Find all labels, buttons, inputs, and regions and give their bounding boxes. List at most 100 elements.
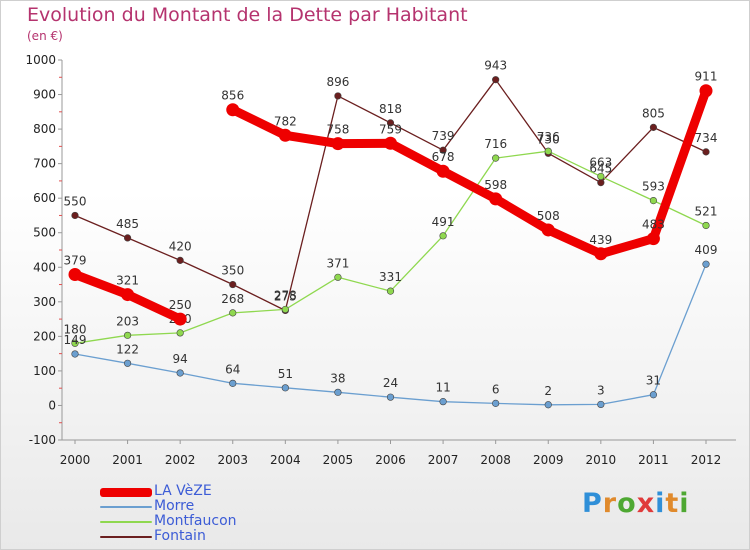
data-point [702,221,710,230]
data-point [541,223,555,237]
proxiti-logo: Proxiti [582,488,690,519]
data-label: 321 [116,274,139,288]
data-point [649,391,658,399]
data-point [229,280,237,289]
data-label: 275 [274,289,297,303]
logo-letter: i [679,488,690,519]
data-label: 94 [173,352,188,366]
y-tick-label: 100 [33,364,56,378]
data-label: 491 [432,215,455,229]
x-tick-label: 2007 [428,453,459,467]
data-point [173,312,187,326]
x-tick-label: 2010 [586,453,617,467]
data-label: 508 [537,209,560,223]
data-label: 911 [695,70,718,84]
legend-swatch [100,487,152,497]
logo-letter: x [636,488,656,519]
data-label: 2 [544,384,552,398]
data-label: 122 [116,342,139,356]
data-point [597,400,605,409]
data-point [226,103,240,117]
chart-subtitle: (en €) [27,29,63,43]
data-point [176,369,184,377]
data-point [121,288,135,302]
data-point [649,197,658,205]
legend-label: Morre [154,498,195,514]
data-label: 805 [642,106,665,120]
y-tick-label: -100 [29,433,56,447]
data-label: 678 [432,150,455,164]
x-tick-label: 2000 [60,453,91,467]
data-label: 149 [64,333,87,347]
x-tick-label: 2001 [112,453,143,467]
data-point [489,192,503,206]
data-point [229,309,237,317]
data-label: 782 [274,114,297,128]
data-point [278,128,292,142]
data-point [71,339,79,347]
legend-swatch [100,506,152,508]
data-label: 250 [169,298,192,312]
data-label: 716 [484,137,507,151]
data-label: 439 [589,233,612,247]
data-point [386,287,395,295]
data-label: 268 [221,292,244,306]
data-label: 943 [484,59,507,73]
data-point [699,84,713,98]
data-label: 64 [225,362,240,376]
data-point [594,247,608,261]
data-label: 739 [432,129,455,143]
y-tick-label: 900 [33,88,56,102]
data-label: 51 [278,367,293,381]
x-tick-label: 2009 [533,453,564,467]
data-label: 24 [383,376,398,390]
data-point [123,234,132,242]
data-point [71,350,79,358]
data-label: 730 [537,132,560,146]
data-point [331,137,345,151]
data-label: 483 [642,218,665,232]
x-tick-label: 2011 [638,453,669,467]
y-tick-label: 1000 [25,53,56,67]
data-label: 521 [695,204,718,218]
x-tick-label: 2008 [480,453,511,467]
data-point [597,172,605,181]
data-label: 736 [537,130,560,144]
data-label: 485 [116,217,139,231]
data-point [492,154,500,162]
data-point [386,119,395,127]
data-point [176,256,184,264]
data-point [384,136,397,150]
data-point [281,305,289,314]
data-point [229,379,237,387]
logo-letter: r [602,488,618,519]
data-point [646,232,660,246]
data-label: 331 [379,270,402,284]
data-point [649,123,658,131]
data-point [334,273,342,281]
data-label: 278 [274,288,297,302]
data-point [597,179,605,187]
data-label: 11 [435,381,450,395]
y-tick-label: 300 [33,295,56,309]
data-label: 350 [221,264,244,278]
x-tick-label: 2004 [270,453,301,467]
logo-letter: t [665,488,680,519]
data-label: 645 [589,162,612,176]
data-label: 3 [597,383,605,397]
x-tick-label: 2012 [691,453,722,467]
data-label: 663 [589,155,612,169]
y-tick-label: 0 [48,398,56,412]
data-point [436,164,450,178]
data-label: 758 [326,123,349,137]
data-point [492,399,500,407]
x-tick-label: 2005 [323,453,354,467]
data-label: 409 [695,243,718,257]
data-point [386,393,395,401]
data-point [123,331,132,339]
logo-letter: o [617,488,637,519]
data-point [702,148,710,156]
data-point [176,329,184,337]
data-label: 203 [116,314,139,328]
